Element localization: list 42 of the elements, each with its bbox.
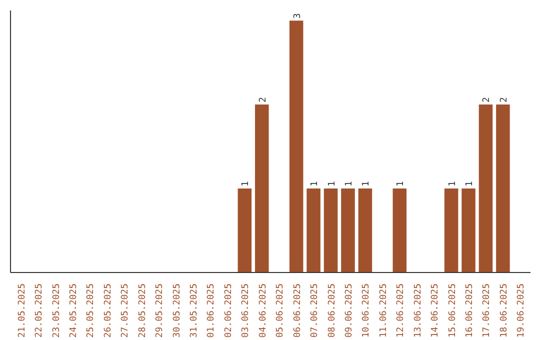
x-tick-label: 31.05.2025 xyxy=(190,283,200,338)
x-tick-label: 09.06.2025 xyxy=(344,283,354,338)
x-tick-label: 05.06.2025 xyxy=(276,283,286,338)
x-tick-label: 18.06.2025 xyxy=(499,283,510,338)
x-tick-label: 01.06.2025 xyxy=(206,283,217,338)
x-tick-label: 02.06.2025 xyxy=(224,283,234,338)
x-tick-label: 14.06.2025 xyxy=(430,283,441,338)
x-tick-label: 23.05.2025 xyxy=(52,283,62,338)
x-tick-label: 11.06.2025 xyxy=(378,283,389,338)
data-label: 1 xyxy=(310,181,320,187)
x-tick-label: 07.06.2025 xyxy=(310,283,320,338)
x-tick-label: 08.06.2025 xyxy=(327,283,338,338)
x-tick-label: 27.05.2025 xyxy=(120,283,131,338)
data-label: 1 xyxy=(344,181,354,187)
x-tick-label: 16.06.2025 xyxy=(465,283,476,338)
data-label: 1 xyxy=(448,181,458,187)
data-label: 1 xyxy=(327,181,338,187)
x-tick-label: 13.06.2025 xyxy=(413,283,424,338)
data-label: 2 xyxy=(499,97,510,103)
x-tick-label: 30.05.2025 xyxy=(172,283,182,338)
x-tick-label: 17.06.2025 xyxy=(482,283,492,338)
x-tick-label: 22.05.2025 xyxy=(34,283,45,338)
x-tick-label: 10.06.2025 xyxy=(362,283,372,338)
data-label: 1 xyxy=(241,181,252,187)
data-label: 2 xyxy=(258,97,268,103)
x-tick-label: 15.06.2025 xyxy=(448,283,458,338)
x-tick-label: 28.05.2025 xyxy=(138,283,148,338)
x-tick-label: 03.06.2025 xyxy=(241,283,252,338)
x-tick-label: 25.05.2025 xyxy=(86,283,96,338)
x-tick-label: 04.06.2025 xyxy=(258,283,268,338)
data-label: 1 xyxy=(465,181,476,187)
x-tick-label: 12.06.2025 xyxy=(396,283,406,338)
x-tick-label: 26.05.2025 xyxy=(103,283,114,338)
data-label: 3 xyxy=(292,13,303,19)
x-tick-label: 24.05.2025 xyxy=(68,283,79,338)
x-tick-label: 19.06.2025 xyxy=(516,283,527,338)
x-tick-label: 29.05.2025 xyxy=(155,283,166,338)
x-tick-label: 21.05.2025 xyxy=(17,283,28,338)
x-tick-label: 06.06.2025 xyxy=(292,283,303,338)
data-label: 1 xyxy=(362,181,372,187)
data-label: 1 xyxy=(396,181,406,187)
data-label: 2 xyxy=(482,97,492,103)
